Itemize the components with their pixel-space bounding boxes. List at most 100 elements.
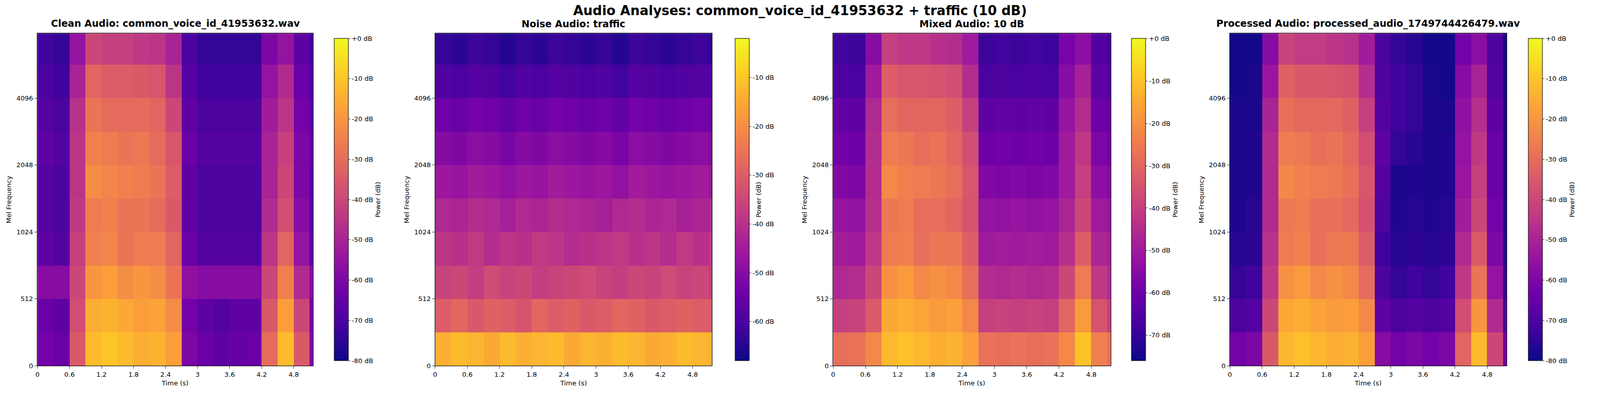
svg-text:-60 dB: -60 dB <box>1149 288 1171 297</box>
svg-text:4096: 4096 <box>811 94 829 102</box>
svg-text:1.2: 1.2 <box>494 370 505 379</box>
svg-text:-70 dB: -70 dB <box>1149 331 1171 339</box>
svg-text:3.6: 3.6 <box>1417 370 1429 379</box>
svg-text:1024: 1024 <box>811 228 829 236</box>
svg-text:3.6: 3.6 <box>623 370 634 379</box>
svg-text:Power (dB): Power (dB) <box>754 181 763 218</box>
svg-text:Mixed Audio: 10 dB: Mixed Audio: 10 dB <box>919 18 1025 30</box>
svg-text:Audio Analyses: common_voice_i: Audio Analyses: common_voice_id_41953632… <box>573 3 1027 19</box>
svg-text:Noise Audio: traffic: Noise Audio: traffic <box>521 18 626 30</box>
svg-text:0: 0 <box>831 370 836 379</box>
svg-text:0: 0 <box>1221 362 1226 370</box>
svg-text:+0 dB: +0 dB <box>1149 34 1170 43</box>
svg-text:-30 dB: -30 dB <box>752 171 775 179</box>
svg-text:-70 dB: -70 dB <box>351 316 374 325</box>
svg-text:Time (s): Time (s) <box>559 379 588 387</box>
svg-text:0: 0 <box>433 370 438 379</box>
svg-text:-50 dB: -50 dB <box>1149 246 1171 254</box>
svg-text:3.6: 3.6 <box>1021 370 1032 379</box>
svg-text:Power (dB): Power (dB) <box>374 181 382 218</box>
svg-text:0: 0 <box>1227 370 1232 379</box>
svg-text:Power (dB): Power (dB) <box>1171 181 1179 218</box>
svg-text:-10 dB: -10 dB <box>752 73 775 82</box>
svg-text:0.6: 0.6 <box>1256 370 1268 379</box>
svg-text:512: 512 <box>816 294 830 303</box>
svg-text:2.4: 2.4 <box>558 370 570 379</box>
svg-text:4096: 4096 <box>414 94 431 102</box>
svg-text:Mel Frequency: Mel Frequency <box>800 175 809 224</box>
svg-text:-20 dB: -20 dB <box>351 115 374 123</box>
svg-text:-10 dB: -10 dB <box>1149 77 1171 85</box>
svg-text:4096: 4096 <box>1208 94 1226 102</box>
svg-text:-60 dB: -60 dB <box>351 276 374 284</box>
svg-text:1.2: 1.2 <box>892 370 904 379</box>
svg-text:1024: 1024 <box>1208 228 1226 236</box>
svg-text:4.8: 4.8 <box>288 370 299 379</box>
svg-text:-70 dB: -70 dB <box>1545 316 1568 325</box>
svg-text:-60 dB: -60 dB <box>752 317 775 326</box>
svg-text:Power (dB): Power (dB) <box>1568 181 1576 218</box>
svg-text:Time (s): Time (s) <box>958 379 986 387</box>
svg-text:Mel Frequency: Mel Frequency <box>402 175 411 224</box>
svg-text:-80 dB: -80 dB <box>1545 356 1568 365</box>
svg-text:-40 dB: -40 dB <box>1149 204 1171 213</box>
svg-text:Time (s): Time (s) <box>1354 379 1382 387</box>
svg-text:3: 3 <box>594 370 599 379</box>
svg-text:512: 512 <box>418 294 432 303</box>
svg-text:4.8: 4.8 <box>1481 370 1493 379</box>
svg-text:Mel Frequency: Mel Frequency <box>5 175 13 224</box>
svg-text:+0 dB: +0 dB <box>1545 34 1567 43</box>
svg-text:2.4: 2.4 <box>1353 370 1365 379</box>
svg-text:Clean Audio: common_voice_id_4: Clean Audio: common_voice_id_41953632.wa… <box>50 17 300 30</box>
svg-text:-20 dB: -20 dB <box>752 122 775 131</box>
svg-text:4096: 4096 <box>16 94 33 102</box>
svg-text:0: 0 <box>824 362 829 370</box>
svg-text:2048: 2048 <box>811 161 829 169</box>
svg-text:4.2: 4.2 <box>1450 370 1461 379</box>
svg-text:1.2: 1.2 <box>96 370 108 379</box>
svg-text:0: 0 <box>35 370 40 379</box>
svg-text:+0 dB: +0 dB <box>351 34 373 43</box>
svg-text:-30 dB: -30 dB <box>1149 162 1171 170</box>
svg-text:-30 dB: -30 dB <box>1545 155 1568 164</box>
svg-text:-40 dB: -40 dB <box>351 195 374 204</box>
svg-text:-20 dB: -20 dB <box>1149 119 1171 128</box>
svg-text:4.2: 4.2 <box>1053 370 1065 379</box>
svg-text:0.6: 0.6 <box>860 370 871 379</box>
svg-text:Mel Frequency: Mel Frequency <box>1197 175 1206 224</box>
svg-text:Time (s): Time (s) <box>161 379 189 387</box>
svg-text:-50 dB: -50 dB <box>1545 235 1568 244</box>
svg-text:1024: 1024 <box>414 228 431 236</box>
svg-text:3.6: 3.6 <box>224 370 236 379</box>
svg-text:3: 3 <box>992 370 997 379</box>
svg-text:-40 dB: -40 dB <box>1545 195 1568 204</box>
svg-text:-10 dB: -10 dB <box>351 74 374 83</box>
svg-text:1.8: 1.8 <box>526 370 538 379</box>
svg-text:-20 dB: -20 dB <box>1545 115 1568 123</box>
svg-text:-60 dB: -60 dB <box>1545 276 1568 284</box>
svg-text:-30 dB: -30 dB <box>351 155 374 164</box>
svg-text:2.4: 2.4 <box>160 370 172 379</box>
svg-text:2048: 2048 <box>414 161 431 169</box>
svg-text:0.6: 0.6 <box>64 370 75 379</box>
svg-text:1.8: 1.8 <box>1321 370 1332 379</box>
svg-text:2048: 2048 <box>16 161 33 169</box>
svg-text:4.2: 4.2 <box>655 370 666 379</box>
svg-text:2048: 2048 <box>1208 161 1226 169</box>
svg-text:1.8: 1.8 <box>128 370 139 379</box>
svg-text:0: 0 <box>426 362 431 370</box>
svg-text:1024: 1024 <box>16 228 33 236</box>
svg-text:4.2: 4.2 <box>256 370 268 379</box>
svg-text:3: 3 <box>195 370 200 379</box>
svg-text:0: 0 <box>28 362 33 370</box>
svg-text:4.8: 4.8 <box>687 370 699 379</box>
svg-text:-50 dB: -50 dB <box>351 235 374 244</box>
svg-text:512: 512 <box>1213 294 1226 303</box>
svg-text:1.8: 1.8 <box>924 370 936 379</box>
svg-text:512: 512 <box>20 294 34 303</box>
svg-text:1.2: 1.2 <box>1288 370 1300 379</box>
svg-text:Processed Audio: processed_aud: Processed Audio: processed_audio_1749744… <box>1216 17 1521 30</box>
svg-text:4.8: 4.8 <box>1086 370 1097 379</box>
svg-text:-50 dB: -50 dB <box>752 269 775 277</box>
svg-text:-40 dB: -40 dB <box>752 220 775 228</box>
